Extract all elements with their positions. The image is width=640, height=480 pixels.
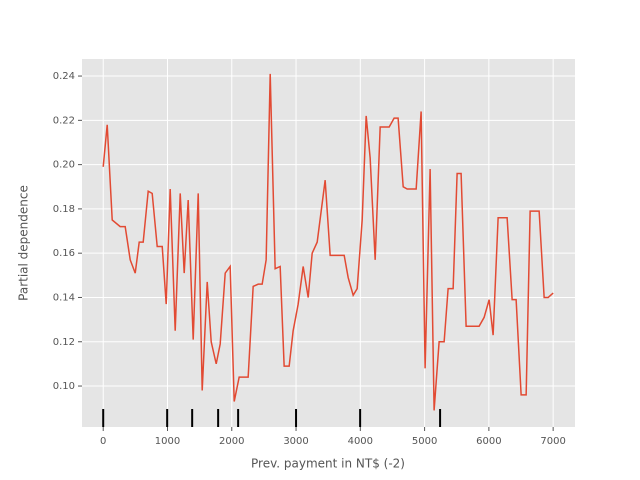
x-tick-label: 6000 [476,436,501,447]
y-tick-label: 0.14 [53,292,75,303]
x-tick-label: 2000 [219,436,244,447]
y-axis-label: Partial dependence [17,185,31,301]
x-tick-label: 5000 [412,436,437,447]
y-tick-label: 0.24 [53,71,75,82]
x-tick-label: 1000 [155,436,180,447]
line [102,73,554,411]
y-tick-label: 0.10 [53,381,75,392]
x-tick-label: 7000 [540,436,565,447]
x-axis-label: Prev. payment in NT$ (-2) [251,457,405,471]
x-tick-label: 0 [100,436,106,447]
x-tick-label: 4000 [348,436,373,447]
y-tick-label: 0.22 [53,115,75,126]
y-tick-label: 0.20 [53,160,75,171]
y-tick-label: 0.16 [53,248,75,259]
x-tick-label: 3000 [283,436,308,447]
plot-area [82,59,575,427]
y-tick-label: 0.12 [53,337,75,348]
y-tick-label: 0.18 [53,204,75,215]
